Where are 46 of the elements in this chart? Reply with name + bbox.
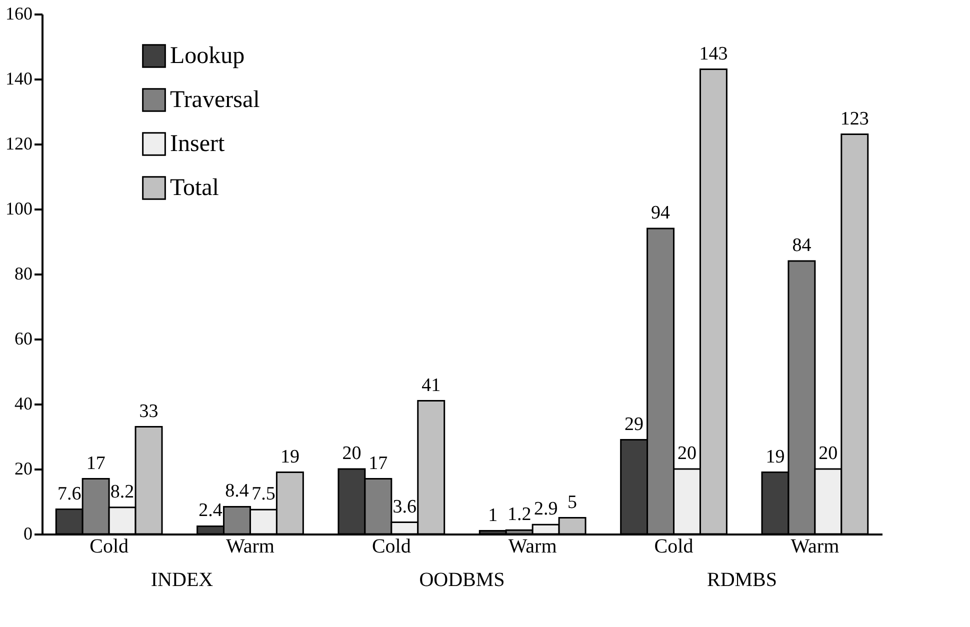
data-label: 123 <box>840 108 869 130</box>
data-label: 3.6 <box>392 496 417 518</box>
y-tick-label: 100 <box>6 198 32 218</box>
data-label: 5 <box>568 492 578 513</box>
x-tick-label: Cold <box>372 536 411 558</box>
data-label: 29 <box>624 414 644 435</box>
data-label: 1 <box>488 504 498 526</box>
legend-label: Traversal <box>170 87 260 113</box>
y-tick-label: 120 <box>6 134 32 154</box>
legend-label: Lookup <box>170 43 245 69</box>
y-tick-label: 140 <box>6 68 32 88</box>
y-tick-label: 0 <box>24 524 32 544</box>
x-tick-label: Warm <box>790 536 840 558</box>
x-tick-label: Cold <box>654 536 694 558</box>
data-label: 2.9 <box>534 498 558 520</box>
data-label: 8.2 <box>110 481 134 502</box>
data-label: 17 <box>368 452 388 474</box>
y-tick-label: 80 <box>14 264 32 284</box>
x-tick-label: Cold <box>90 536 129 558</box>
data-label: 19 <box>766 446 785 468</box>
y-tick-label: 60 <box>14 328 32 348</box>
legend-label: Insert <box>170 131 225 157</box>
data-label: 143 <box>699 43 728 64</box>
data-label: 7.5 <box>252 484 276 505</box>
data-label: 7.6 <box>57 483 82 504</box>
data-label: 1.2 <box>507 504 532 526</box>
text: RDMBS <box>706 569 778 591</box>
text: OODBMS <box>419 569 505 591</box>
data-label: 20 <box>342 443 362 464</box>
data-label: 33 <box>139 400 158 422</box>
data-label: 20 <box>678 443 696 464</box>
text: INDEX <box>150 569 214 591</box>
legend-label: Total <box>170 175 220 201</box>
data-label: 19 <box>280 446 300 468</box>
data-label: 94 <box>651 202 671 224</box>
data-label: 84 <box>792 235 812 256</box>
data-label: 8.4 <box>225 480 250 502</box>
y-tick-label: 160 <box>6 4 32 24</box>
data-label: 20 <box>818 443 838 464</box>
y-tick-label: 40 <box>14 394 32 414</box>
data-label: 2.4 <box>198 500 223 522</box>
x-tick-label: Warm <box>226 536 275 558</box>
x-tick-label: Warm <box>508 536 558 558</box>
data-label: 17 <box>86 452 106 474</box>
data-label: 41 <box>422 374 441 396</box>
y-tick-label: 20 <box>14 458 32 478</box>
